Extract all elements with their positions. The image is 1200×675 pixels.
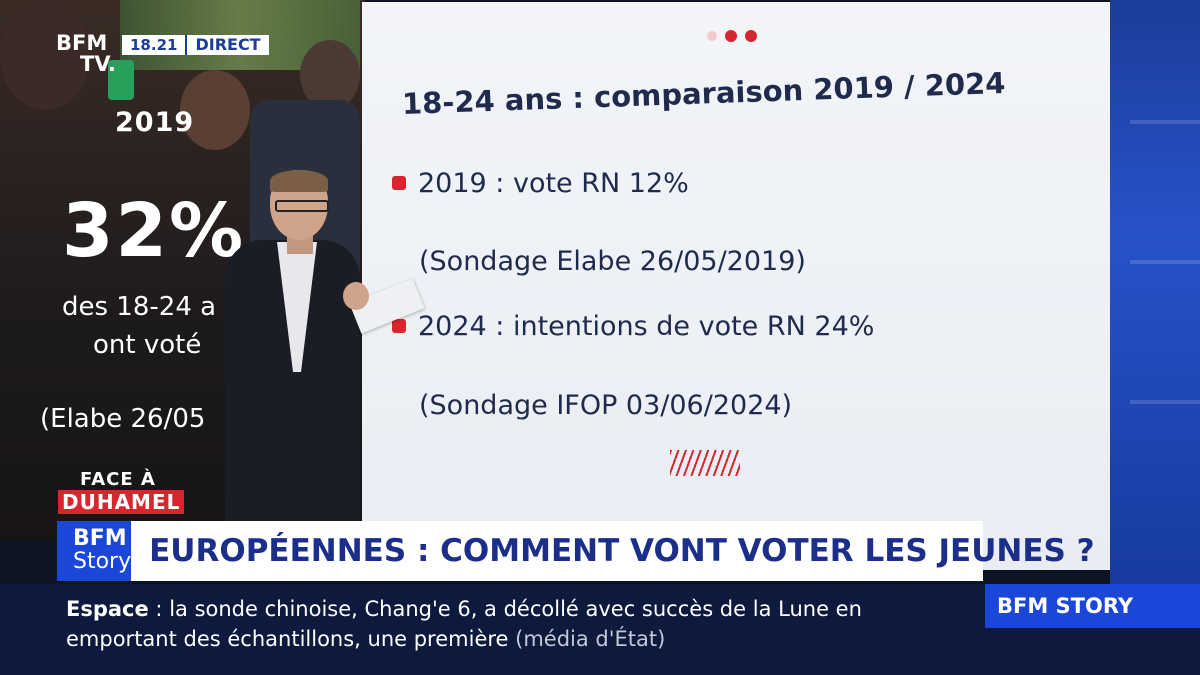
studio-wall — [1110, 0, 1200, 590]
program-logo: BFM Story — [57, 521, 132, 581]
wall-stripe — [1130, 120, 1200, 124]
ticker-text-block: Espace : la sonde chinoise, Chang'e 6, a… — [66, 594, 976, 654]
channel-logo-line1: BFM — [56, 31, 108, 55]
screen-title: 18-24 ans : comparaison 2019 / 2024 — [401, 65, 1006, 121]
channel-logo-line2: TV. — [80, 52, 116, 76]
channel-bug: BFM TV. 18.21 DIRECT — [56, 33, 269, 75]
presenter-hand — [343, 282, 369, 310]
green-sign — [108, 60, 134, 100]
stat-year: 2019 — [115, 107, 195, 138]
poll-source: (Sondage IFOP 03/06/2024) — [419, 390, 793, 421]
screen-dots — [707, 30, 757, 42]
ticker-label: Espace — [66, 597, 149, 621]
ticker-brand: BFM STORY — [985, 584, 1200, 628]
stat-source: (Elabe 26/05 — [40, 404, 206, 434]
news-ticker: Espace : la sonde chinoise, Chang'e 6, a… — [0, 584, 1200, 675]
crowd-figure — [180, 70, 250, 150]
ticker-note: (média d'État) — [515, 627, 666, 651]
program-logo-line1: BFM — [73, 526, 127, 551]
dot-icon — [745, 30, 757, 42]
stat-caption-line1: des 18-24 a — [62, 292, 217, 322]
wall-stripe — [1130, 400, 1200, 404]
dot-icon — [725, 30, 737, 42]
poll-item-text: 2019 : vote RN 12% — [418, 168, 689, 199]
live-badge: DIRECT — [185, 35, 269, 55]
show-logo-bottom: DUHAMEL — [58, 490, 185, 514]
clock: 18.21 — [122, 35, 186, 55]
poll-item-text: 2024 : intentions de vote RN 24% — [418, 311, 875, 342]
ticker-text: la sonde chinoise, Chang'e 6, a décollé … — [66, 597, 862, 651]
channel-logo: BFM TV. — [56, 33, 116, 75]
program-logo-line2: Story — [73, 549, 132, 574]
poll-item: 2024 : intentions de vote RN 24% — [392, 311, 874, 342]
presentation-screen: 18-24 ans : comparaison 2019 / 2024 2019… — [362, 2, 1120, 570]
show-logo: FACE À DUHAMEL — [58, 469, 198, 514]
headline-banner: BFM Story EUROPÉENNES : COMMENT VONT VOT… — [57, 521, 1095, 581]
wall-stripe — [1130, 260, 1200, 264]
show-logo-top: FACE À — [80, 469, 156, 490]
live-bar: 18.21 DIRECT — [122, 35, 269, 55]
dot-icon — [707, 31, 717, 41]
bullet-icon — [392, 318, 406, 333]
poll-source: (Sondage Elabe 26/05/2019) — [419, 246, 806, 277]
headline-text: EUROPÉENNES : COMMENT VONT VOTER LES JEU… — [149, 533, 1095, 569]
presenter-hair — [270, 170, 328, 192]
stat-value: 32% — [62, 188, 246, 274]
presenter — [225, 170, 435, 540]
bullet-icon — [392, 175, 406, 190]
crowd-figure — [0, 0, 90, 110]
stat-caption-line2: ont voté — [93, 330, 202, 360]
hatch-decoration — [670, 450, 740, 476]
presenter-glasses — [275, 200, 329, 212]
poll-item: 2019 : vote RN 12% — [392, 168, 689, 199]
ticker-colon: : — [148, 597, 170, 621]
crowd-figure — [300, 40, 360, 110]
